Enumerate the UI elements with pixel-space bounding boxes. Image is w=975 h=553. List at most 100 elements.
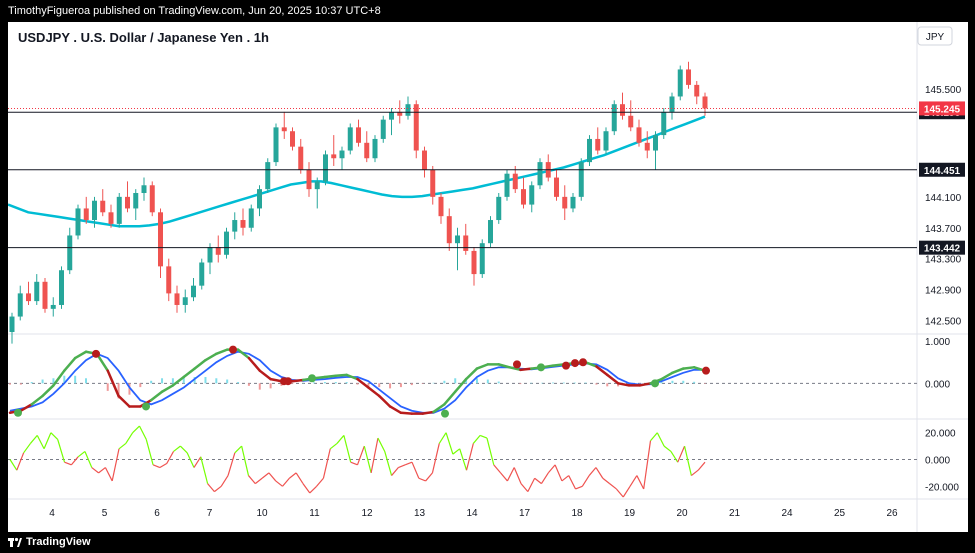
current-price-label: 145.245: [924, 104, 961, 115]
candle-body: [331, 154, 337, 159]
osc1-fast-line-segment: [421, 410, 435, 415]
candle-body: [83, 208, 89, 221]
candle-body: [232, 220, 238, 232]
candle-body: [50, 304, 56, 309]
osc2-line-segment: [636, 475, 645, 490]
candle: [158, 208, 163, 278]
osc2-line-segment: [166, 451, 175, 464]
candle-body: [570, 196, 576, 209]
osc2-line-segment: [248, 475, 256, 484]
time-tick-label: 26: [886, 508, 898, 519]
candle: [42, 277, 48, 313]
candle: [686, 61, 691, 89]
candle: [182, 289, 188, 313]
candle: [438, 193, 444, 224]
osc1-signal-dot: [14, 408, 22, 417]
osc2-line-segment: [595, 467, 604, 479]
candle-body: [430, 169, 436, 197]
osc1-fast-line-segment: [682, 366, 696, 370]
osc2-line-segment: [588, 467, 597, 476]
candle: [463, 223, 469, 255]
osc1-fast-line-segment: [215, 348, 229, 356]
osc2-line-segment: [77, 450, 86, 458]
candle-body: [9, 316, 15, 332]
osc2-line-segment: [404, 461, 413, 466]
osc1-fast-line-segment: [258, 369, 272, 381]
osc2-line-segment: [282, 477, 290, 487]
candle-body: [438, 196, 444, 217]
time-tick-label: 13: [414, 508, 426, 519]
candle: [125, 181, 130, 213]
osc1-signal-dot: [229, 345, 237, 354]
candle-body: [141, 185, 147, 193]
osc2-line-segment: [200, 456, 209, 484]
osc1-signal-dot: [537, 363, 545, 372]
osc2-line-segment: [302, 483, 311, 494]
osc1-fast-line-segment: [171, 375, 185, 387]
candle-body: [529, 185, 535, 205]
osc1-fast-line-segment: [345, 373, 359, 381]
time-tick-label: 7: [207, 508, 213, 519]
candle-body: [125, 196, 130, 209]
osc2-line-segment: [329, 442, 338, 450]
currency-badge[interactable]: [917, 26, 953, 46]
osc2-line-segment: [275, 480, 283, 487]
candle-body: [207, 247, 213, 263]
candles-layer: [9, 61, 708, 344]
osc2-line-segment: [568, 475, 577, 490]
osc1-fast-line-segment: [269, 377, 283, 383]
candle-body: [17, 293, 23, 317]
candle: [34, 274, 40, 305]
candle: [537, 158, 543, 190]
osc1-fast-line-segment: [508, 366, 522, 372]
time-tick-label: 4: [49, 508, 55, 519]
osc1-fast-line-segment: [73, 350, 88, 360]
candle-body: [314, 181, 320, 190]
osc1-fast-line-segment: [160, 384, 175, 393]
candle: [9, 312, 15, 344]
osc2-line-segment: [506, 467, 515, 482]
osc1-fast-line-segment: [399, 411, 414, 415]
candle-body: [356, 127, 361, 143]
osc2-line-segment: [16, 452, 25, 471]
osc2-tick-label: 0.000: [925, 456, 950, 467]
osc2-line-segment: [472, 435, 481, 444]
osc1-fast-line-segment: [334, 373, 348, 377]
candle: [215, 235, 221, 263]
osc2-line-segment: [84, 451, 93, 468]
time-tick-label: 21: [729, 508, 741, 519]
time-tick-label: 5: [102, 508, 108, 519]
candle-body: [26, 293, 31, 302]
candle: [471, 247, 477, 286]
osc1-signal-dot: [441, 409, 449, 418]
candle-body: [496, 196, 502, 221]
price-tick-label: 143.300: [925, 255, 962, 266]
candle: [347, 123, 353, 155]
time-tick-label: 19: [624, 508, 636, 519]
osc1-fast-line-segment: [497, 363, 511, 369]
candle-body: [281, 127, 287, 132]
osc1-signal-dot: [142, 402, 150, 411]
osc2-line-segment: [193, 456, 202, 468]
osc2-line-segment: [220, 475, 229, 487]
osc2-line-segment: [425, 472, 433, 482]
price-tick-label: 142.900: [925, 286, 962, 297]
candle-body: [166, 266, 172, 294]
candle-body: [455, 235, 460, 244]
candle-body: [463, 235, 469, 251]
grid: [8, 22, 968, 532]
osc2-line-segment: [214, 485, 222, 493]
candle-body: [199, 262, 205, 286]
osc2-line-segment: [343, 435, 352, 463]
osc1-fast-line-segment: [616, 382, 631, 387]
candle-body: [34, 281, 40, 302]
osc1-signal-dot: [579, 358, 587, 367]
candle-body: [240, 220, 246, 228]
time-tick-label: 17: [519, 508, 531, 519]
osc2-line-segment: [261, 472, 270, 479]
time-tick-label: 18: [571, 508, 583, 519]
candle: [529, 181, 535, 213]
osc2-line-segment: [575, 485, 583, 490]
